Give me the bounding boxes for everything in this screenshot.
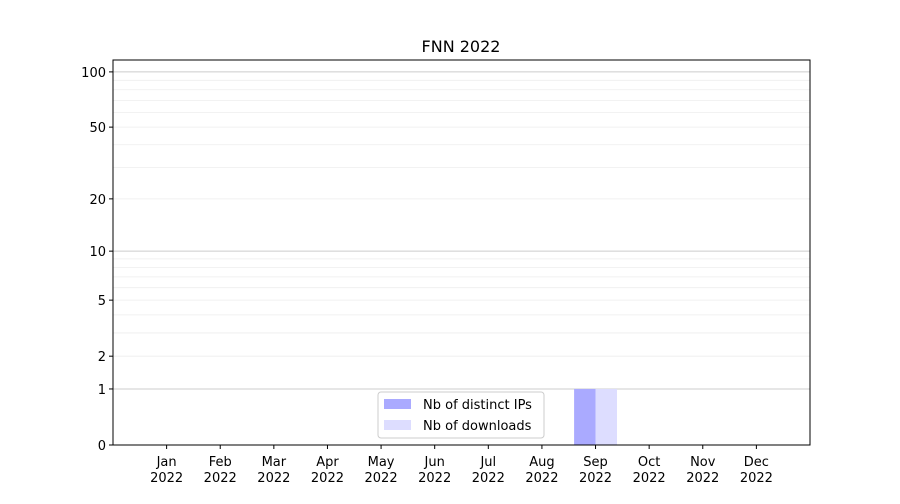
x-tick-label: Aug 2022: [525, 455, 558, 486]
legend-swatch-downloads: [384, 420, 411, 430]
x-tick-label: May 2022: [365, 455, 398, 486]
legend: Nb of distinct IPs Nb of downloads: [377, 391, 545, 439]
y-tick-label: 0: [98, 439, 106, 454]
x-tick-label: Sep 2022: [579, 455, 612, 486]
plot-frame: [112, 59, 811, 446]
x-tick-label: Jul 2022: [472, 455, 505, 486]
grid: [113, 71, 810, 390]
chart-title: FNN 2022: [422, 37, 501, 56]
x-tick-label: Jan 2022: [150, 455, 183, 486]
y-tick-label: 10: [89, 245, 106, 260]
x-tick-label: Mar 2022: [257, 455, 290, 486]
x-tick-label: Dec 2022: [740, 455, 773, 486]
x-tick-label: Oct 2022: [633, 455, 666, 486]
legend-swatch-ips: [384, 399, 411, 409]
legend-frame: [377, 391, 545, 439]
x-tick-label: Apr 2022: [311, 455, 344, 486]
bar-downloads: [595, 388, 617, 445]
legend-label-downloads: Nb of downloads: [423, 419, 532, 434]
bar-ips: [574, 388, 596, 445]
y-tick-label: 20: [89, 193, 106, 208]
y-tick-label: 1: [98, 383, 106, 398]
y-axis: 0 1 2 5 10 20 50 100: [81, 66, 113, 454]
y-tick-label: 50: [89, 121, 106, 136]
legend-label-ips: Nb of distinct IPs: [423, 398, 532, 413]
x-tick-label: Jun 2022: [418, 455, 451, 486]
y-tick-label: 5: [98, 294, 106, 309]
x-axis: Jan 2022 Feb 2022 Mar 2022 Apr 2022 May 2022 Jun 20…: [150, 445, 773, 486]
y-tick-label: 2: [98, 350, 106, 365]
x-tick-label: Feb 2022: [204, 455, 237, 486]
y-tick-label: 100: [81, 66, 106, 81]
bars: [574, 388, 617, 445]
x-tick-label: Nov 2022: [686, 455, 719, 486]
